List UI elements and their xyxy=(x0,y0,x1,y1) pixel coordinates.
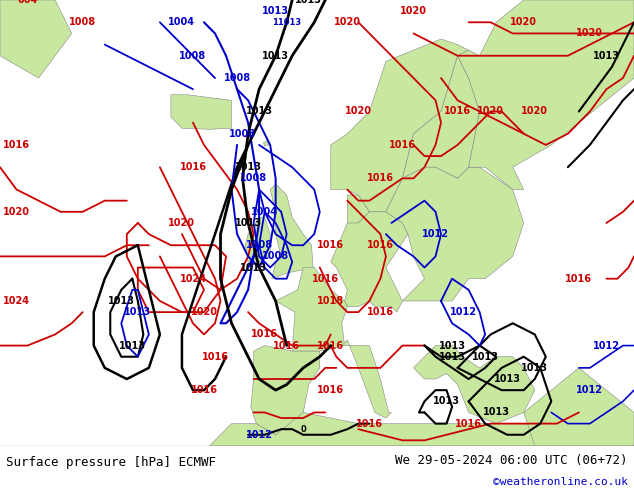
Polygon shape xyxy=(251,345,320,435)
Text: 1013: 1013 xyxy=(482,408,510,417)
Text: 1004: 1004 xyxy=(251,207,278,217)
Text: 1013: 1013 xyxy=(433,396,460,406)
Text: 1013: 1013 xyxy=(235,162,262,172)
Polygon shape xyxy=(331,39,469,212)
Text: 1016: 1016 xyxy=(317,240,344,250)
Text: 1013: 1013 xyxy=(262,51,289,61)
Text: 11013: 11013 xyxy=(272,18,301,27)
Text: 1013: 1013 xyxy=(521,363,548,373)
Text: 1004: 1004 xyxy=(169,17,195,27)
Text: 1013: 1013 xyxy=(439,341,465,350)
Text: 1016: 1016 xyxy=(367,173,394,183)
Text: 1008: 1008 xyxy=(240,173,267,183)
Text: 1013: 1013 xyxy=(108,296,135,306)
Text: 1013: 1013 xyxy=(295,0,322,5)
Text: We 29-05-2024 06:00 UTC (06+72): We 29-05-2024 06:00 UTC (06+72) xyxy=(395,454,628,466)
Text: 1020: 1020 xyxy=(576,28,604,38)
Text: 1020: 1020 xyxy=(400,6,427,16)
Text: 1020: 1020 xyxy=(3,207,30,217)
Polygon shape xyxy=(458,0,634,190)
Text: 1018: 1018 xyxy=(317,296,344,306)
Text: 1012: 1012 xyxy=(576,385,604,395)
Polygon shape xyxy=(342,340,391,418)
Text: 1020: 1020 xyxy=(169,218,195,228)
Text: 1016: 1016 xyxy=(444,106,471,117)
Polygon shape xyxy=(403,56,480,178)
Text: 1016: 1016 xyxy=(317,385,344,395)
Text: 0: 0 xyxy=(301,425,306,434)
Text: 1020: 1020 xyxy=(345,106,372,117)
Text: ©weatheronline.co.uk: ©weatheronline.co.uk xyxy=(493,477,628,487)
Text: 1013: 1013 xyxy=(245,106,273,117)
Text: 1024: 1024 xyxy=(3,296,30,306)
Text: 1013: 1013 xyxy=(240,263,267,272)
Polygon shape xyxy=(245,218,270,262)
Text: 1016: 1016 xyxy=(251,329,278,340)
Text: 1016: 1016 xyxy=(273,341,300,350)
Polygon shape xyxy=(331,212,408,312)
Text: 1012: 1012 xyxy=(450,307,477,317)
Text: 1008: 1008 xyxy=(262,251,289,261)
Text: 1013: 1013 xyxy=(119,341,146,350)
Text: 1016: 1016 xyxy=(566,274,592,284)
Text: 004: 004 xyxy=(18,0,37,5)
Polygon shape xyxy=(347,195,370,225)
Polygon shape xyxy=(270,184,313,279)
Text: 1012: 1012 xyxy=(593,341,620,350)
Text: 1016: 1016 xyxy=(190,385,217,395)
Text: 1016: 1016 xyxy=(389,140,416,150)
Text: 1024: 1024 xyxy=(179,274,207,284)
Polygon shape xyxy=(276,268,347,351)
Polygon shape xyxy=(264,141,268,146)
Text: 1016: 1016 xyxy=(312,274,339,284)
Text: 1016: 1016 xyxy=(317,341,344,350)
Text: 1020: 1020 xyxy=(190,307,217,317)
Text: 1008: 1008 xyxy=(179,51,207,61)
Text: 1016: 1016 xyxy=(179,162,207,172)
Text: 1020: 1020 xyxy=(521,106,548,117)
Polygon shape xyxy=(171,95,231,129)
Text: 1013: 1013 xyxy=(494,374,521,384)
Text: 1008: 1008 xyxy=(245,240,273,250)
Text: 1020: 1020 xyxy=(334,17,361,27)
Text: 1020: 1020 xyxy=(477,106,504,117)
Text: 1013: 1013 xyxy=(439,352,465,362)
Text: 1016: 1016 xyxy=(3,140,30,150)
Text: 1013: 1013 xyxy=(124,307,152,317)
Polygon shape xyxy=(0,0,72,78)
Text: 1013: 1013 xyxy=(593,51,620,61)
Text: 1013: 1013 xyxy=(235,218,262,228)
Text: 1012: 1012 xyxy=(422,229,449,239)
Text: 1016: 1016 xyxy=(202,352,228,362)
Text: 1008: 1008 xyxy=(229,129,256,139)
Text: 1016: 1016 xyxy=(356,418,383,429)
Text: 1012: 1012 xyxy=(245,430,273,440)
Text: 1013: 1013 xyxy=(262,6,289,16)
Text: Surface pressure [hPa] ECMWF: Surface pressure [hPa] ECMWF xyxy=(6,456,216,469)
Text: 1016: 1016 xyxy=(455,418,482,429)
Text: 1020: 1020 xyxy=(510,17,537,27)
Polygon shape xyxy=(209,413,634,446)
Text: 1013: 1013 xyxy=(472,352,499,362)
Text: 1016: 1016 xyxy=(367,307,394,317)
Text: 1016: 1016 xyxy=(367,240,394,250)
Text: 1008: 1008 xyxy=(224,73,250,83)
Text: 1008: 1008 xyxy=(69,17,96,27)
Polygon shape xyxy=(524,368,634,446)
Polygon shape xyxy=(413,345,534,423)
Polygon shape xyxy=(386,167,524,301)
